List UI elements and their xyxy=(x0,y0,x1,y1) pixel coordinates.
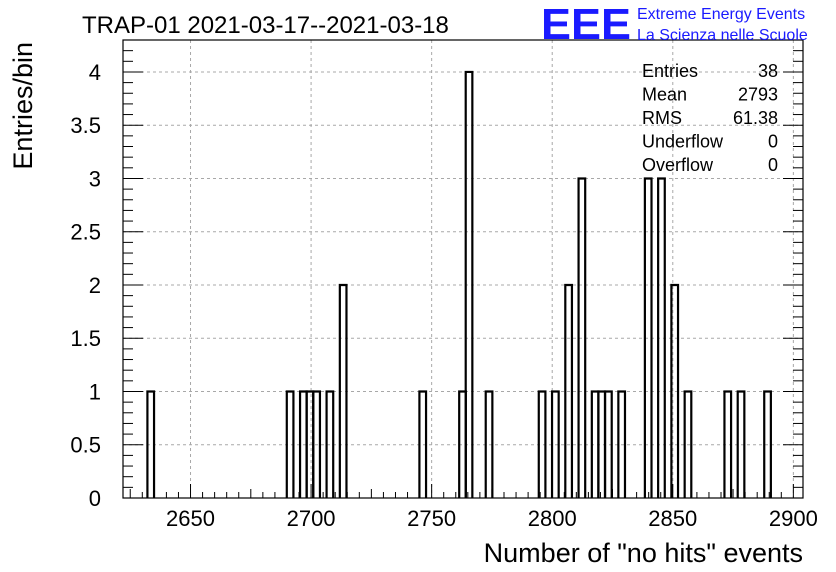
histogram-bin xyxy=(418,390,428,498)
stats-value: 0 xyxy=(768,155,778,175)
stats-label: RMS xyxy=(642,108,682,128)
x-tick-label: 2750 xyxy=(407,506,456,531)
histogram-bin xyxy=(763,390,772,498)
stats-box: Entries 38 Mean 2793 RMS 61.38 Underflow 0 Overf… xyxy=(642,61,778,175)
histogram-bin xyxy=(550,390,560,498)
y-axis-label: Entries/bin xyxy=(8,42,38,170)
histogram-bin xyxy=(285,390,295,498)
y-tick-label: 2.5 xyxy=(70,220,101,245)
eee-logo-mark: EEE xyxy=(541,0,631,49)
histogram-bin xyxy=(643,177,653,498)
x-tick-labels: 2650 2700 2750 2800 2850 2900 xyxy=(166,506,818,531)
histogram-bin xyxy=(464,70,474,498)
histogram-bin xyxy=(564,283,574,498)
histogram-bin xyxy=(484,390,494,498)
x-tick-label: 2700 xyxy=(287,506,336,531)
stats-value: 38 xyxy=(758,61,778,81)
stats-label: Mean xyxy=(642,85,687,105)
plot-frame xyxy=(122,39,804,499)
x-tick-label: 2650 xyxy=(166,506,215,531)
histogram-bin xyxy=(577,177,587,498)
x-tick-label: 2900 xyxy=(769,506,818,531)
y-tick-label: 1 xyxy=(89,379,101,404)
histogram-bin xyxy=(617,390,627,498)
histogram-bin xyxy=(736,390,746,498)
grid-lines xyxy=(123,40,803,498)
stats-value: 0 xyxy=(768,132,778,152)
histogram-bin xyxy=(325,390,335,498)
histogram-bin xyxy=(670,283,680,498)
histogram-bin xyxy=(146,390,156,498)
stats-label: Overflow xyxy=(642,155,714,175)
stats-label: Entries xyxy=(642,61,698,81)
x-tick-label: 2850 xyxy=(648,506,697,531)
histogram-bin xyxy=(597,390,607,498)
histogram-bin xyxy=(657,177,666,498)
y-tick-label: 2 xyxy=(89,273,101,298)
y-tick-label: 3.5 xyxy=(70,113,101,138)
histogram-bin xyxy=(603,390,613,498)
stats-label: Underflow xyxy=(642,132,724,152)
eee-logo-line2: La Scienza nelle Scuole xyxy=(637,27,808,44)
histogram-bin xyxy=(338,283,348,498)
eee-logo: EEE Extreme Energy Events La Scienza nel… xyxy=(541,0,808,49)
x-tick-label: 2800 xyxy=(528,506,577,531)
histogram-bin xyxy=(723,390,733,498)
stats-value: 61.38 xyxy=(733,108,778,128)
x-axis-label: Number of "no hits" events xyxy=(484,538,803,568)
y-tick-label: 4 xyxy=(89,60,101,85)
y-tick-label: 3 xyxy=(89,166,101,191)
histogram-bin xyxy=(537,390,547,498)
y-tick-labels: 0 0.5 1 1.5 2 2.5 3 3.5 4 xyxy=(70,60,101,511)
eee-logo-line1: Extreme Energy Events xyxy=(637,6,805,23)
y-tick-label: 0.5 xyxy=(70,433,101,458)
y-tick-label: 0 xyxy=(89,486,101,511)
histogram-bin xyxy=(683,390,693,498)
axis-ticks xyxy=(123,50,803,499)
stats-value: 2793 xyxy=(738,85,778,105)
y-tick-label: 1.5 xyxy=(70,326,101,351)
histogram-bars xyxy=(146,70,772,498)
histogram-bin xyxy=(312,390,322,498)
chart-title: TRAP-01 2021-03-17--2021-03-18 xyxy=(82,12,449,39)
